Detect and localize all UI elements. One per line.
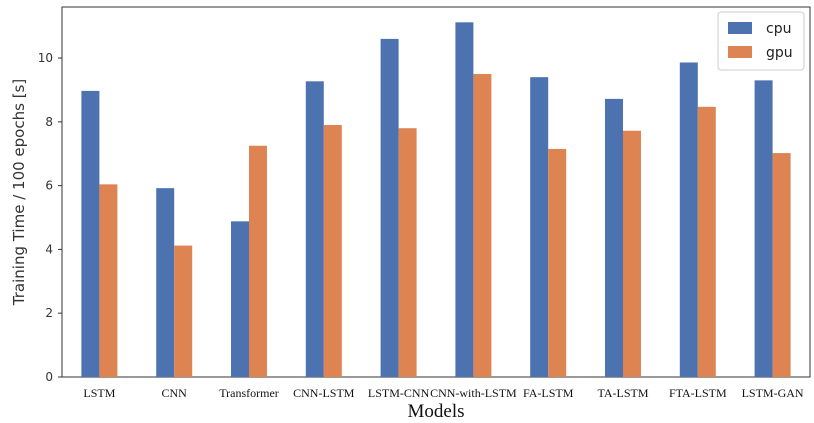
- bar-cpu-ta-lstm: [605, 98, 623, 378]
- x-tick-label: CNN: [162, 386, 188, 400]
- y-tick-label: 0: [45, 370, 53, 384]
- bar-cpu-fa-lstm: [530, 77, 549, 377]
- y-tick-label: 4: [45, 242, 53, 256]
- legend-label-gpu: gpu: [766, 45, 793, 61]
- y-tick-label: 6: [45, 179, 53, 193]
- y-axis-label: Training Time / 100 epochs [s]: [10, 79, 28, 306]
- legend-swatch-cpu: [728, 22, 752, 34]
- bar-gpu-fta-lstm: [697, 106, 716, 377]
- bar-cpu-lstm-gan: [754, 80, 773, 378]
- y-axis-ticks: 0 2 4 6 8 10: [38, 51, 62, 384]
- x-tick-label: TA-LSTM: [597, 386, 648, 400]
- legend-swatch-gpu: [728, 46, 752, 58]
- x-tick-label: LSTM-GAN: [742, 386, 804, 400]
- x-tick-label: LSTM: [83, 386, 115, 400]
- legend-label-cpu: cpu: [766, 21, 791, 37]
- x-tick-label: CNN-LSTM: [293, 386, 355, 400]
- bar-cpu-lstm: [81, 90, 100, 377]
- bar-gpu-ta-lstm: [623, 130, 641, 377]
- x-axis-label: Models: [408, 401, 465, 422]
- bar-cpu-cnn: [156, 188, 175, 377]
- bar-gpu-lstm-gan: [772, 153, 791, 377]
- y-tick-label: 2: [45, 306, 53, 320]
- bar-gpu-fa-lstm: [548, 148, 567, 377]
- x-axis-ticks: LSTM CNN Transformer CNN-LSTM LSTM-CNN CNN-wi…: [83, 386, 804, 400]
- bar-gpu-cnn-with-lstm: [473, 73, 492, 377]
- y-tick-label: 8: [45, 115, 53, 129]
- bar-gpu-cnn: [174, 245, 193, 377]
- x-tick-label: FA-LSTM: [523, 386, 574, 400]
- x-tick-label: FTA-LSTM: [669, 386, 727, 400]
- bar-gpu-lstm-cnn: [398, 128, 417, 377]
- bar-gpu-lstm: [99, 184, 118, 377]
- bars-group: [81, 22, 791, 378]
- x-tick-label: CNN-with-LSTM: [430, 386, 517, 400]
- bar-gpu-transformer: [249, 145, 267, 377]
- legend: cpu gpu: [717, 11, 805, 71]
- bar-gpu-cnn-lstm: [323, 125, 342, 377]
- x-tick-label: LSTM-CNN: [368, 386, 430, 400]
- x-tick-label: Transformer: [219, 386, 279, 400]
- plot-area: [61, 6, 811, 378]
- y-tick-label: 10: [38, 51, 53, 65]
- bar-cpu-lstm-cnn: [380, 38, 399, 378]
- bar-cpu-transformer: [231, 221, 249, 377]
- bar-cpu-fta-lstm: [679, 62, 698, 377]
- bar-cpu-cnn-with-lstm: [455, 22, 474, 378]
- bar-cpu-cnn-lstm: [305, 81, 324, 377]
